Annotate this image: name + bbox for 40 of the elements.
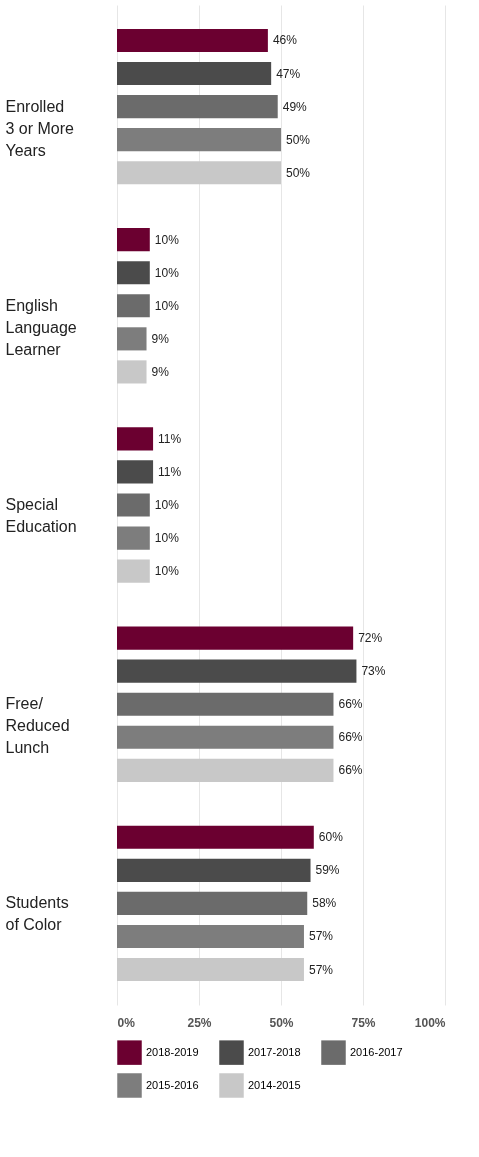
data-label: 10% — [154, 232, 180, 247]
data-label: 73% — [361, 664, 386, 679]
data-label: 9% — [151, 331, 170, 346]
y-tick-label: Free/ Reduced Lunch — [5, 695, 70, 757]
legend-label: 2018-2019 — [146, 1045, 199, 1058]
data-label: 72% — [358, 631, 383, 646]
data-label: 10% — [154, 564, 180, 579]
data-label: 10% — [154, 498, 180, 512]
data-label: 60% — [318, 830, 344, 845]
data-label: 58% — [312, 896, 337, 911]
data-label: 57% — [308, 929, 334, 944]
data-label: 59% — [315, 863, 340, 878]
data-label: 66% — [338, 697, 363, 712]
legend-label: 2016-2017 — [350, 1045, 403, 1058]
legend-label: 2015-2016 — [146, 1078, 199, 1091]
x-tick-label: 75% — [351, 1015, 376, 1030]
data-label: 9% — [151, 364, 170, 379]
x-tick-label: 50% — [269, 1015, 294, 1030]
x-tick-label: 100% — [414, 1015, 446, 1030]
data-label: 66% — [338, 763, 363, 778]
data-label: 57% — [308, 962, 334, 977]
data-label: 10% — [154, 298, 180, 313]
y-tick-label: Enrolled 3 or More Years — [5, 97, 75, 159]
data-label: 46% — [272, 33, 298, 48]
data-label: 10% — [154, 531, 180, 546]
data-label: 10% — [154, 265, 180, 280]
data-label: 50% — [286, 165, 311, 180]
y-tick-label: Students of Color — [5, 894, 69, 934]
y-tick-label: English Language Learner — [5, 296, 77, 358]
data-label: 47% — [276, 66, 301, 81]
legend-label: 2017-2018 — [248, 1045, 301, 1058]
data-label: 50% — [286, 132, 311, 147]
x-tick-label: 25% — [187, 1015, 212, 1030]
data-label: 11% — [158, 431, 182, 446]
y-tick-label: Special Education — [5, 496, 77, 535]
data-label: 66% — [338, 730, 363, 745]
data-label: 11% — [158, 464, 182, 479]
x-tick-label: 0% — [117, 1015, 136, 1030]
legend-label: 2014-2015 — [248, 1078, 301, 1091]
data-label: 49% — [282, 99, 308, 114]
